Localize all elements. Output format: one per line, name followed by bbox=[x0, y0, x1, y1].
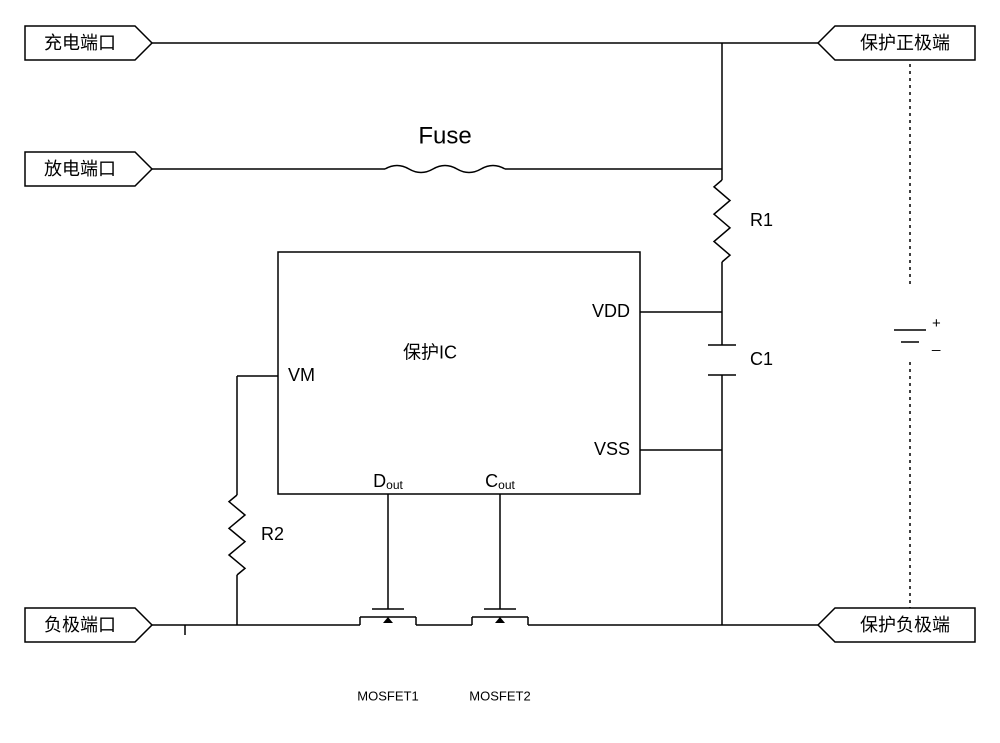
svg-text:R1: R1 bbox=[750, 210, 773, 230]
svg-text:+: + bbox=[932, 315, 941, 332]
svg-text:_: _ bbox=[931, 335, 941, 352]
svg-text:MOSFET1: MOSFET1 bbox=[357, 688, 418, 703]
svg-text:VM: VM bbox=[288, 365, 315, 385]
svg-text:保护正极端: 保护正极端 bbox=[860, 33, 950, 53]
svg-text:MOSFET2: MOSFET2 bbox=[469, 688, 530, 703]
svg-text:VDD: VDD bbox=[592, 301, 630, 321]
svg-text:充电端口: 充电端口 bbox=[44, 33, 116, 53]
svg-text:保护负极端: 保护负极端 bbox=[860, 615, 950, 635]
svg-text:VSS: VSS bbox=[594, 439, 630, 459]
svg-text:保护IC: 保护IC bbox=[403, 342, 457, 362]
svg-text:C1: C1 bbox=[750, 349, 773, 369]
svg-text:负极端口: 负极端口 bbox=[44, 615, 116, 635]
svg-text:放电端口: 放电端口 bbox=[44, 159, 116, 179]
svg-text:R2: R2 bbox=[261, 524, 284, 544]
svg-text:Fuse: Fuse bbox=[418, 122, 471, 149]
